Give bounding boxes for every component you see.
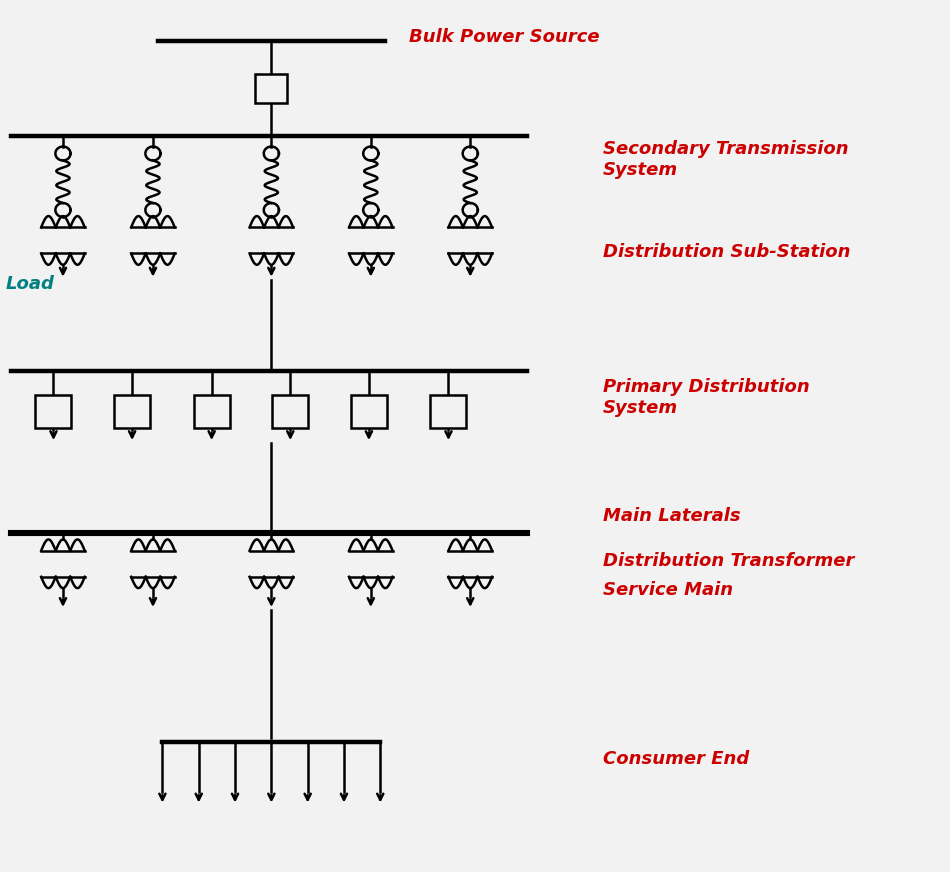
Text: Consumer End: Consumer End <box>603 750 750 768</box>
Bar <box>430 395 466 428</box>
Text: Bulk Power Source: Bulk Power Source <box>408 28 599 46</box>
Text: Load: Load <box>6 276 55 293</box>
Bar <box>114 395 150 428</box>
Bar <box>273 395 309 428</box>
Text: Primary Distribution
System: Primary Distribution System <box>603 378 809 417</box>
Bar <box>35 395 71 428</box>
Bar <box>194 395 230 428</box>
Text: Distribution Sub-Station: Distribution Sub-Station <box>603 242 850 261</box>
Text: Distribution Transformer: Distribution Transformer <box>603 553 854 570</box>
Bar <box>256 73 288 103</box>
Text: Main Laterals: Main Laterals <box>603 507 740 525</box>
Text: Service Main: Service Main <box>603 581 733 599</box>
Text: Secondary Transmission
System: Secondary Transmission System <box>603 140 848 180</box>
Bar <box>351 395 387 428</box>
